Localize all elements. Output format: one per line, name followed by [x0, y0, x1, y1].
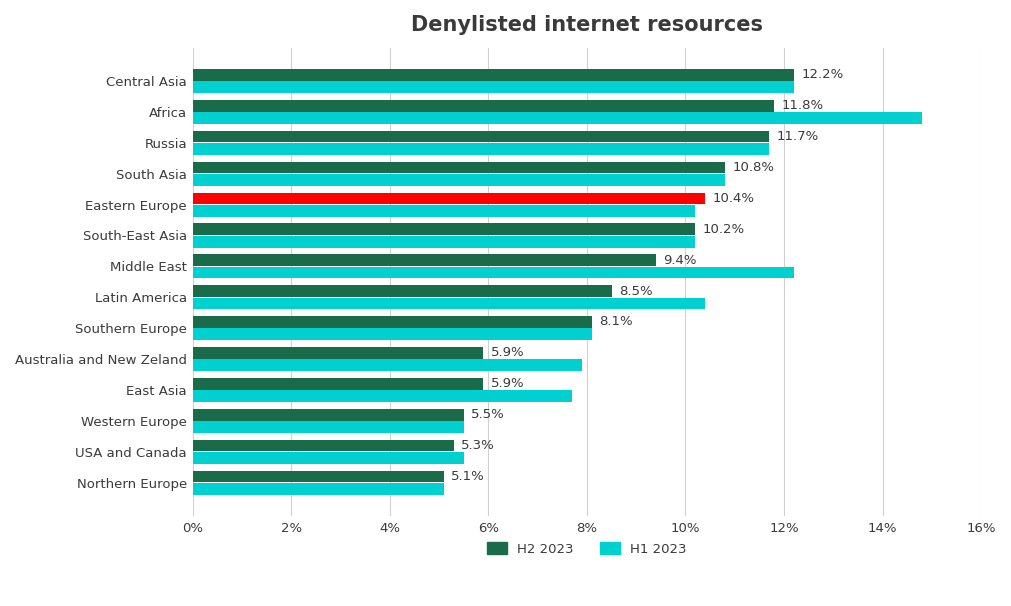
- Bar: [192, 316, 591, 328]
- Bar: [192, 267, 794, 278]
- Bar: [192, 81, 794, 93]
- Text: 8.5%: 8.5%: [619, 285, 652, 298]
- Bar: [192, 390, 572, 402]
- Bar: [192, 347, 483, 359]
- Bar: [192, 421, 464, 433]
- Bar: [192, 174, 725, 185]
- Bar: [192, 471, 444, 482]
- Bar: [192, 298, 706, 309]
- Bar: [192, 205, 696, 216]
- Bar: [192, 483, 444, 494]
- Text: 10.4%: 10.4%: [713, 192, 754, 205]
- Text: 12.2%: 12.2%: [802, 68, 843, 81]
- Bar: [192, 224, 696, 235]
- Bar: [192, 378, 483, 390]
- Bar: [192, 452, 464, 464]
- Bar: [192, 162, 725, 173]
- Text: 5.3%: 5.3%: [461, 439, 495, 452]
- Bar: [192, 193, 706, 204]
- Text: 5.9%: 5.9%: [490, 378, 525, 390]
- Text: 8.1%: 8.1%: [600, 316, 633, 328]
- Text: 5.9%: 5.9%: [490, 347, 525, 359]
- Bar: [192, 112, 922, 124]
- Bar: [192, 440, 454, 451]
- Bar: [192, 236, 696, 247]
- Text: 10.2%: 10.2%: [703, 223, 745, 236]
- Bar: [192, 409, 464, 421]
- Text: 10.8%: 10.8%: [732, 161, 774, 174]
- Bar: [192, 69, 794, 81]
- Text: 11.7%: 11.7%: [776, 130, 819, 143]
- Text: 5.1%: 5.1%: [451, 470, 485, 483]
- Text: 11.8%: 11.8%: [782, 99, 824, 112]
- Bar: [192, 359, 582, 371]
- Text: 9.4%: 9.4%: [663, 254, 697, 267]
- Bar: [192, 328, 591, 340]
- Text: 5.5%: 5.5%: [471, 408, 504, 421]
- Title: Denylisted internet resources: Denylisted internet resources: [410, 15, 763, 35]
- Bar: [192, 131, 769, 142]
- Bar: [192, 255, 656, 266]
- Bar: [192, 285, 612, 297]
- Bar: [192, 143, 769, 155]
- Legend: H2 2023, H1 2023: H2 2023, H1 2023: [481, 537, 693, 561]
- Bar: [192, 100, 774, 112]
